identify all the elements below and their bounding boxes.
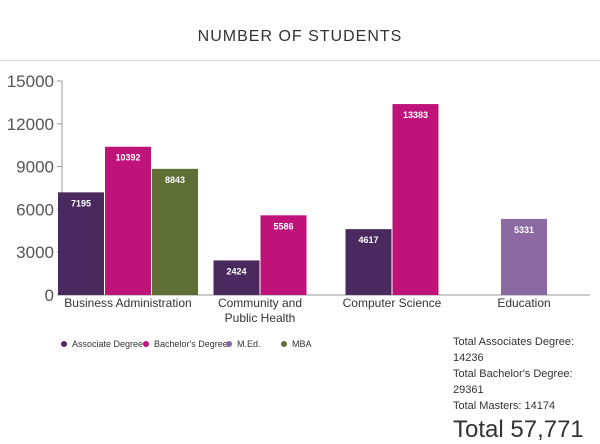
legend-label: M.Ed. <box>237 339 261 349</box>
bar <box>345 229 392 295</box>
grand-total-label: Total <box>453 416 504 443</box>
bar-value-label: 5331 <box>514 225 534 235</box>
chart-legend: Associate Degree Bachelor's Degree M.Ed. MB… <box>61 339 312 349</box>
bar <box>213 260 260 295</box>
bar-value-label: 2424 <box>226 266 246 276</box>
y-tick-label: 0 <box>45 286 54 305</box>
y-tick-label: 3000 <box>16 243 54 262</box>
bar-value-label: 8843 <box>165 175 185 185</box>
bar <box>392 104 439 295</box>
category-label: Computer Science <box>343 296 442 310</box>
category-label-line: Public Health <box>225 311 296 325</box>
chart-axes: 0 3000 6000 9000 12000 15000 <box>7 72 590 305</box>
legend-swatch <box>226 341 232 347</box>
y-tick-label: 9000 <box>16 158 54 177</box>
grand-total: Total 57,771 <box>453 416 598 444</box>
bar <box>501 218 547 295</box>
legend-swatch <box>281 341 287 347</box>
bar-value-label: 5586 <box>273 221 293 231</box>
chart-title: NUMBER OF STUDENTS <box>197 28 403 45</box>
bar <box>260 215 307 295</box>
totals-panel: Total Associates Degree: 14236 Total Bac… <box>453 334 598 444</box>
legend-swatch <box>143 341 149 347</box>
category-label-line: Community and <box>218 296 302 310</box>
legend-label: MBA <box>292 339 312 349</box>
legend-label: Associate Degree <box>72 339 143 349</box>
bar <box>58 192 104 295</box>
total-associates: Total Associates Degree: 14236 <box>453 336 575 364</box>
category-label-line: Computer Science <box>343 296 442 310</box>
total-bachelors: Total Bachelor's Degree: 29361 <box>453 368 573 396</box>
category-labels: Business Administration Community and Publ… <box>64 296 550 325</box>
legend-label: Bachelor's Degree <box>154 339 228 349</box>
bar-value-label: 7195 <box>71 198 91 208</box>
category-label-line: Education <box>497 296 550 310</box>
bar <box>152 168 198 295</box>
category-label: Community and Public Health <box>218 296 302 325</box>
title-divider <box>0 60 600 61</box>
category-label-line: Business Administration <box>64 296 191 310</box>
grand-total-value: 57,771 <box>510 416 584 443</box>
y-tick-label: 12000 <box>7 115 54 134</box>
bar <box>105 146 151 295</box>
category-label: Business Administration <box>64 296 191 310</box>
bar-value-label: 4617 <box>358 235 378 245</box>
bar-value-label: 13383 <box>403 110 428 120</box>
legend-swatch <box>61 341 67 347</box>
category-label: Education <box>497 296 550 310</box>
chart-bars: 7195 10392 8843 2424 5586 4617 13383 5331 <box>58 104 547 295</box>
bar-value-label: 10392 <box>115 153 140 163</box>
y-tick-label: 15000 <box>7 72 54 91</box>
total-masters: Total Masters: 14174 <box>453 400 556 412</box>
y-tick-label: 6000 <box>16 200 54 219</box>
